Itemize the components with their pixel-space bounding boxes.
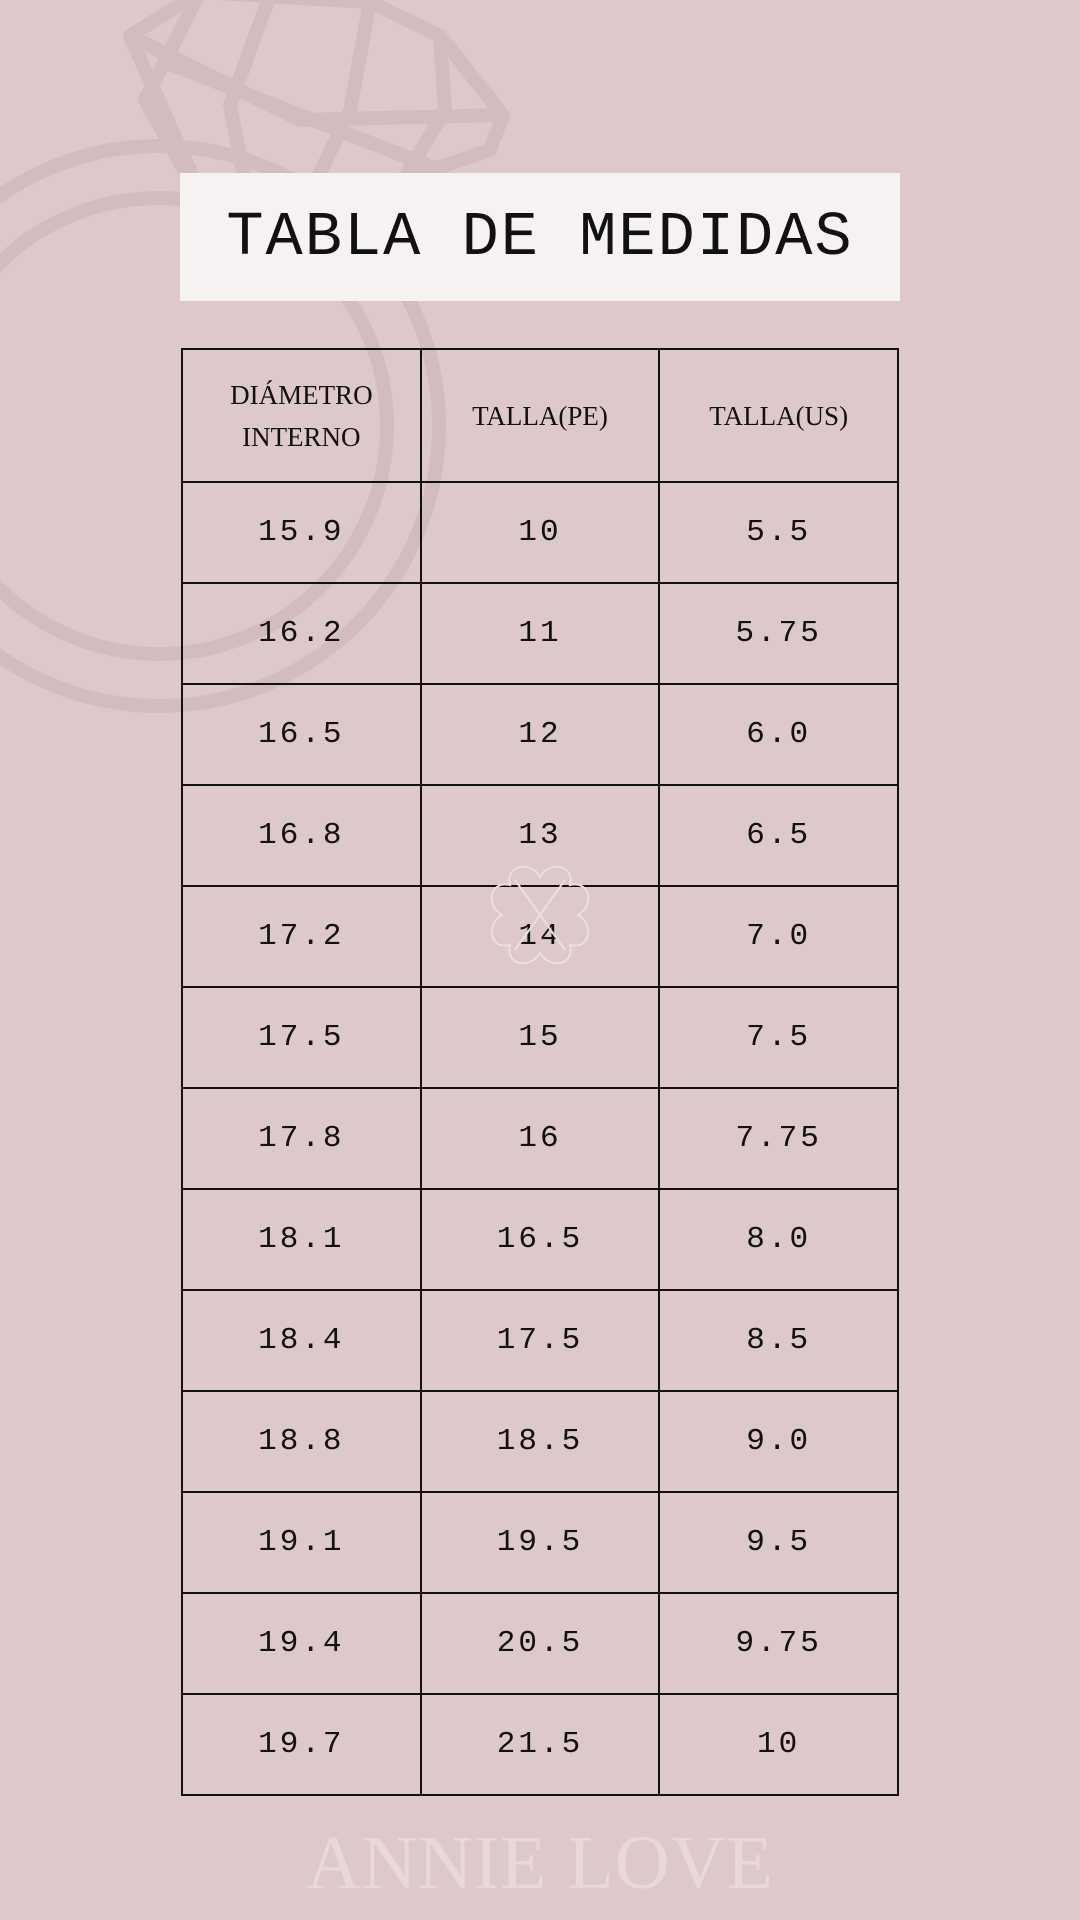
cell-talla-pe: 11 (419, 582, 661, 685)
cell-diametro: 19.1 (181, 1491, 422, 1594)
cell-talla-pe: 14 (419, 885, 661, 988)
cell-diametro: 16.5 (181, 683, 422, 786)
cell-talla-us: 8.5 (658, 1289, 899, 1392)
table-row: 18.8 18.5 9.0 (181, 1390, 899, 1493)
table-row: 16.2 11 5.75 (181, 582, 899, 685)
cell-talla-us: 6.0 (658, 683, 899, 786)
table-row: 15.9 10 5.5 (181, 481, 899, 584)
header-label: DIÁMETRO INTERNO (230, 379, 373, 452)
cell-talla-us: 7.75 (658, 1087, 899, 1190)
title-banner: TABLA DE MEDIDAS (180, 173, 900, 301)
cell-talla-us: 7.5 (658, 986, 899, 1089)
table-header-row: DIÁMETRO INTERNO TALLA(PE) TALLA(US) (181, 348, 899, 483)
cell-talla-us: 9.0 (658, 1390, 899, 1493)
header-talla-pe: TALLA(PE) (419, 348, 661, 483)
cell-talla-us: 5.75 (658, 582, 899, 685)
cell-talla-pe: 13 (419, 784, 661, 887)
cell-talla-pe: 19.5 (419, 1491, 661, 1594)
cell-diametro: 17.8 (181, 1087, 422, 1190)
header-talla-us: TALLA(US) (658, 348, 899, 483)
table-row: 17.5 15 7.5 (181, 986, 899, 1089)
cell-talla-us: 8.0 (658, 1188, 899, 1291)
table-row: 19.7 21.5 10 (181, 1693, 899, 1796)
cell-diametro: 16.2 (181, 582, 422, 685)
cell-talla-pe: 15 (419, 986, 661, 1089)
table-row: 17.8 16 7.75 (181, 1087, 899, 1190)
cell-talla-pe: 16 (419, 1087, 661, 1190)
cell-diametro: 18.1 (181, 1188, 422, 1291)
cell-talla-pe: 16.5 (419, 1188, 661, 1291)
cell-talla-us: 9.75 (658, 1592, 899, 1695)
cell-talla-pe: 10 (419, 481, 661, 584)
table-row: 16.5 12 6.0 (181, 683, 899, 786)
cell-talla-us: 9.5 (658, 1491, 899, 1594)
cell-diametro: 19.4 (181, 1592, 422, 1695)
table-row: 16.8 13 6.5 (181, 784, 899, 887)
cell-diametro: 17.5 (181, 986, 422, 1089)
cell-diametro: 16.8 (181, 784, 422, 887)
cell-diametro: 19.7 (181, 1693, 422, 1796)
cell-diametro: 18.4 (181, 1289, 422, 1392)
cell-talla-us: 5.5 (658, 481, 899, 584)
table-row: 18.1 16.5 8.0 (181, 1188, 899, 1291)
table-row: 17.2 14 7.0 (181, 885, 899, 988)
cell-diametro: 15.9 (181, 481, 422, 584)
cell-talla-pe: 21.5 (419, 1693, 661, 1796)
size-table: DIÁMETRO INTERNO TALLA(PE) TALLA(US) 15.… (181, 348, 899, 1796)
cell-talla-us: 7.0 (658, 885, 899, 988)
cell-diametro: 17.2 (181, 885, 422, 988)
cell-diametro: 18.8 (181, 1390, 422, 1493)
header-diametro: DIÁMETRO INTERNO (181, 348, 422, 483)
cell-talla-pe: 12 (419, 683, 661, 786)
page-title: TABLA DE MEDIDAS (226, 201, 854, 273)
cell-talla-us: 6.5 (658, 784, 899, 887)
table-row: 19.1 19.5 9.5 (181, 1491, 899, 1594)
cell-talla-pe: 17.5 (419, 1289, 661, 1392)
cell-talla-pe: 18.5 (419, 1390, 661, 1493)
table-row: 18.4 17.5 8.5 (181, 1289, 899, 1392)
cell-talla-us: 10 (658, 1693, 899, 1796)
cell-talla-pe: 20.5 (419, 1592, 661, 1695)
table-row: 19.4 20.5 9.75 (181, 1592, 899, 1695)
